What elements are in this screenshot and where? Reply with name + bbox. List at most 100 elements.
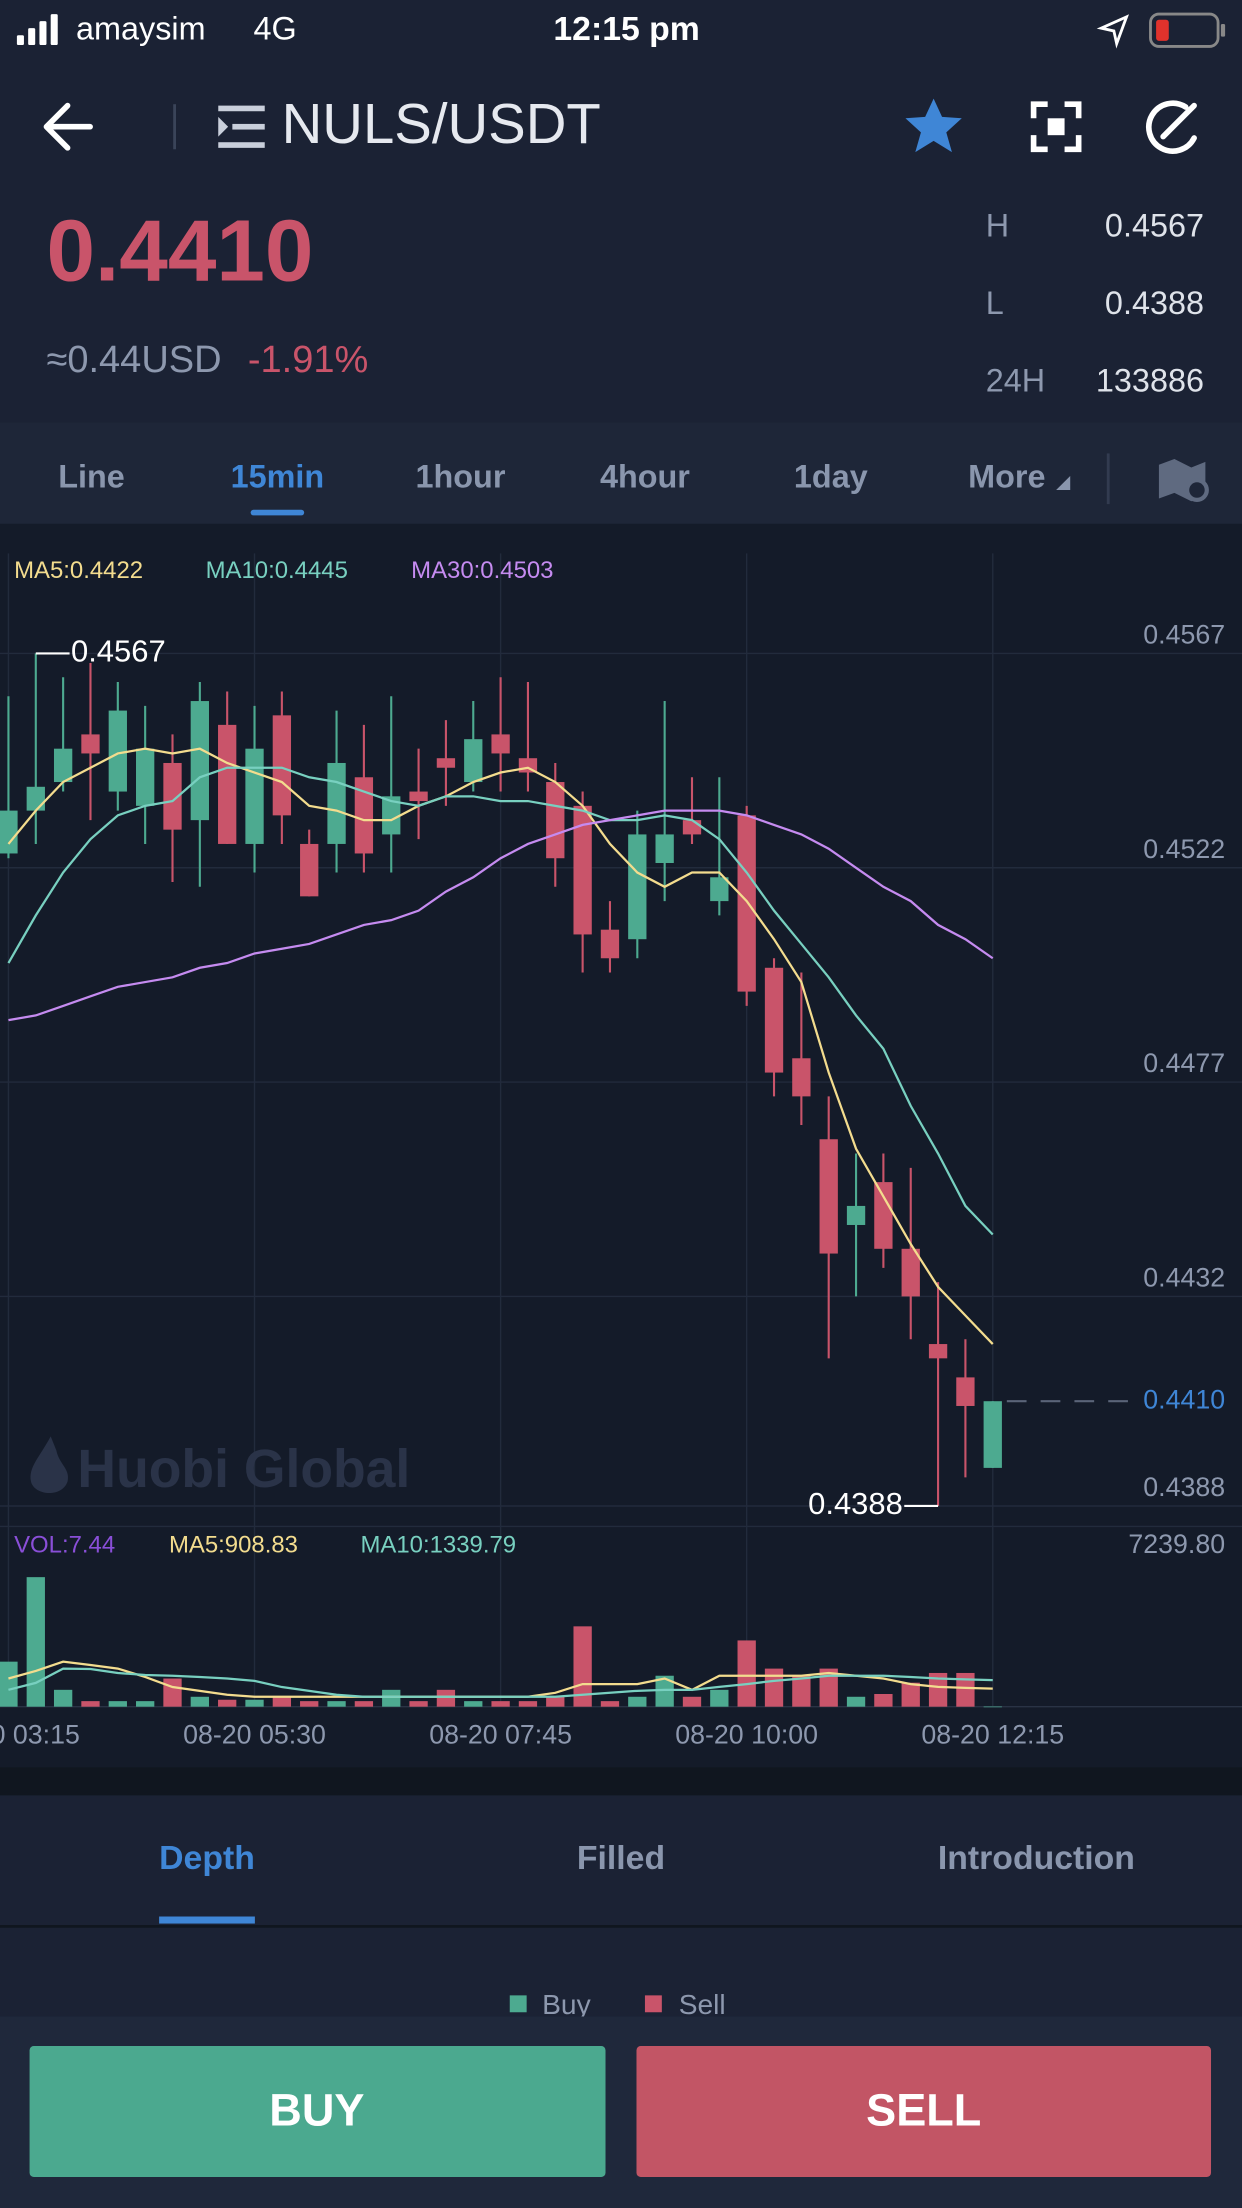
- candle-body: [272, 715, 292, 816]
- candle-body: [928, 1344, 948, 1359]
- volume-bar: [846, 1696, 866, 1707]
- sell-button[interactable]: [636, 2046, 1212, 2178]
- bottom-tabs-bg: [0, 1795, 1242, 1927]
- y-tick-label: 0.4522: [1143, 834, 1225, 864]
- tab[interactable]: Line: [58, 458, 125, 494]
- signal: [28, 28, 36, 46]
- status-bar: amaysim 4G 12:15 pm: [16, 10, 1226, 49]
- volume-bar: [983, 1706, 1002, 1708]
- interval-tabs: Line 15min 1hour 4hour 1day More: [58, 453, 1209, 516]
- volume-bar: [190, 1696, 209, 1707]
- volume-bar: [464, 1701, 483, 1707]
- candle-body: [436, 758, 456, 768]
- back-button[interactable]: [43, 102, 93, 151]
- info-tab-underline: [159, 1916, 255, 1924]
- candle-body: [327, 762, 346, 844]
- menu-icon[interactable]: [218, 105, 265, 148]
- candle-body: [163, 762, 182, 830]
- volume-bar: [272, 1696, 292, 1707]
- ma-line: [7, 766, 994, 1236]
- legend-entry: MA5:0.4422: [14, 557, 143, 584]
- legend-entry: MA30:0.4503: [411, 557, 553, 584]
- depth-bg: [0, 1926, 1242, 2017]
- volume-bar: [655, 1675, 674, 1707]
- candle-body: [300, 843, 319, 897]
- center-dot: [1047, 118, 1065, 136]
- refresh-icon[interactable]: [1146, 100, 1197, 154]
- battery-level: [1156, 19, 1169, 41]
- carrier: amaysim: [76, 11, 206, 47]
- candle-body: [53, 748, 73, 783]
- time: 12:15 pm: [553, 10, 699, 48]
- tab[interactable]: More: [968, 458, 1045, 494]
- volume-bar: [956, 1672, 975, 1707]
- fullscreen-icon[interactable]: [1030, 101, 1082, 153]
- volume-bar: [928, 1672, 948, 1707]
- volume-bar: [491, 1701, 510, 1707]
- tab[interactable]: 1day: [794, 458, 868, 494]
- candle-body: [0, 810, 18, 854]
- pair-title: NULS/USDT: [282, 92, 601, 155]
- candle-body: [26, 786, 45, 811]
- legend-entry: MA10:1339.79: [360, 1531, 516, 1558]
- info-tab[interactable]: Filled: [577, 1839, 665, 1877]
- depth-legend: Buy Sell: [509, 1989, 726, 2020]
- battery-tip: [1220, 23, 1226, 37]
- candle-body: [245, 748, 264, 844]
- watermark: Huobi Global: [77, 1440, 410, 1499]
- network: 4G: [253, 11, 296, 47]
- volume-bar: [409, 1701, 428, 1707]
- arc: [1146, 100, 1197, 154]
- candle-body: [682, 820, 702, 835]
- info-tabs: Depth Filled Introduction: [159, 1839, 1135, 1924]
- last-price: 0.4410: [46, 202, 313, 300]
- volume-bar: [218, 1699, 237, 1707]
- menu-bar: [232, 123, 265, 130]
- candle-body: [81, 734, 100, 754]
- kline-chart: 08-20 03:15 08-20 05:30 08-20 07:45 08-20 1…: [0, 553, 1242, 1749]
- candle-body: [737, 815, 756, 992]
- high-marker-label: 0.4567: [71, 634, 166, 669]
- volume-bar: [628, 1696, 647, 1707]
- header-bg: [0, 0, 1242, 423]
- corners: [1030, 101, 1082, 153]
- candle-body: [710, 877, 729, 902]
- candle-body: [491, 734, 510, 754]
- tab-bar-bg: [0, 422, 1242, 524]
- volume-bar: [327, 1701, 346, 1707]
- info-tab[interactable]: Introduction: [938, 1839, 1135, 1877]
- chart-settings[interactable]: [1158, 459, 1209, 503]
- buy-button[interactable]: [29, 2046, 606, 2178]
- legend-swatch: [644, 1995, 662, 2013]
- volume-bar: [81, 1701, 100, 1707]
- volume-bar: [53, 1689, 73, 1707]
- gap: [0, 1767, 1242, 1796]
- sell-label: SELL: [866, 2085, 981, 2136]
- menu-arrow: [218, 116, 229, 137]
- signal: [16, 35, 24, 46]
- info-tab[interactable]: Depth: [159, 1839, 255, 1877]
- candle-body: [382, 796, 401, 835]
- candle-body: [108, 710, 127, 792]
- tab[interactable]: 1hour: [416, 458, 506, 494]
- x-tick-label: 08-20 12:15: [921, 1719, 1064, 1749]
- volume-bar: [436, 1689, 456, 1707]
- tab[interactable]: 4hour: [600, 458, 690, 494]
- favorite-star[interactable]: [905, 98, 962, 153]
- candle-body: [874, 1182, 893, 1249]
- candle-body: [956, 1377, 975, 1406]
- candle-body: [409, 791, 428, 802]
- menu-bar: [218, 105, 265, 112]
- legend-label: Sell: [679, 1989, 726, 2020]
- tab[interactable]: 15min: [231, 458, 325, 494]
- volume-bar: [764, 1668, 784, 1707]
- x-tick-label: 08-20 03:15: [0, 1719, 80, 1749]
- legend-entry: MA10:0.4445: [206, 557, 348, 584]
- high-value: 0.4567: [1105, 208, 1204, 244]
- volume-bar: [819, 1668, 838, 1707]
- volume-bar: [710, 1689, 729, 1707]
- high-label: H: [986, 208, 1009, 244]
- y-tick-label: 0.4388: [1143, 1472, 1225, 1502]
- last-price-label: 0.4410: [1143, 1384, 1225, 1414]
